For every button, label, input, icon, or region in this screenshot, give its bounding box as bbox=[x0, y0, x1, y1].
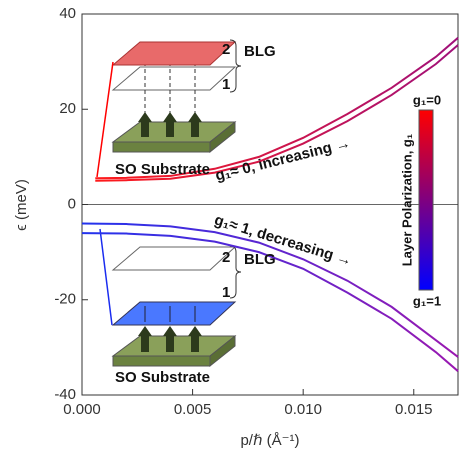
lower-inset bbox=[99, 228, 242, 368]
y-axis-label: ϵ (meV) bbox=[13, 179, 30, 231]
x-tick-label: 0.000 bbox=[63, 401, 101, 418]
layer-label: 2 bbox=[222, 249, 230, 266]
inset-label: BLG bbox=[244, 43, 276, 60]
y-tick-label: 0 bbox=[68, 195, 76, 212]
colorbar bbox=[418, 109, 434, 291]
x-axis-label: p/ℏ (Å⁻¹) bbox=[240, 432, 299, 449]
y-tick-label: 20 bbox=[59, 100, 76, 117]
substrate-label: SO Substrate bbox=[115, 161, 210, 178]
layer-label: 1 bbox=[222, 284, 230, 301]
curve bbox=[81, 222, 459, 358]
upper-inset bbox=[96, 39, 242, 178]
curve bbox=[95, 44, 459, 182]
curve bbox=[81, 232, 459, 372]
x-tick-label: 0.005 bbox=[174, 401, 212, 418]
y-tick-label: -40 bbox=[54, 386, 76, 403]
x-tick-label: 0.010 bbox=[284, 401, 322, 418]
substrate-label: SO Substrate bbox=[115, 369, 210, 386]
colorbar-label: Layer Polarization, g₁ bbox=[399, 134, 414, 267]
y-tick-label: 40 bbox=[59, 5, 76, 22]
colorbar-top: g₁=0 bbox=[413, 92, 441, 107]
inset-label: BLG bbox=[244, 251, 276, 268]
layer-label: 1 bbox=[222, 76, 230, 93]
y-tick-label: -20 bbox=[54, 291, 76, 308]
layer-label: 2 bbox=[222, 41, 230, 58]
colorbar-bottom: g₁=1 bbox=[413, 293, 441, 308]
curve bbox=[95, 37, 459, 180]
annotation: g₁≈ 0, increasing → bbox=[214, 134, 353, 184]
x-tick-label: 0.015 bbox=[395, 401, 433, 418]
